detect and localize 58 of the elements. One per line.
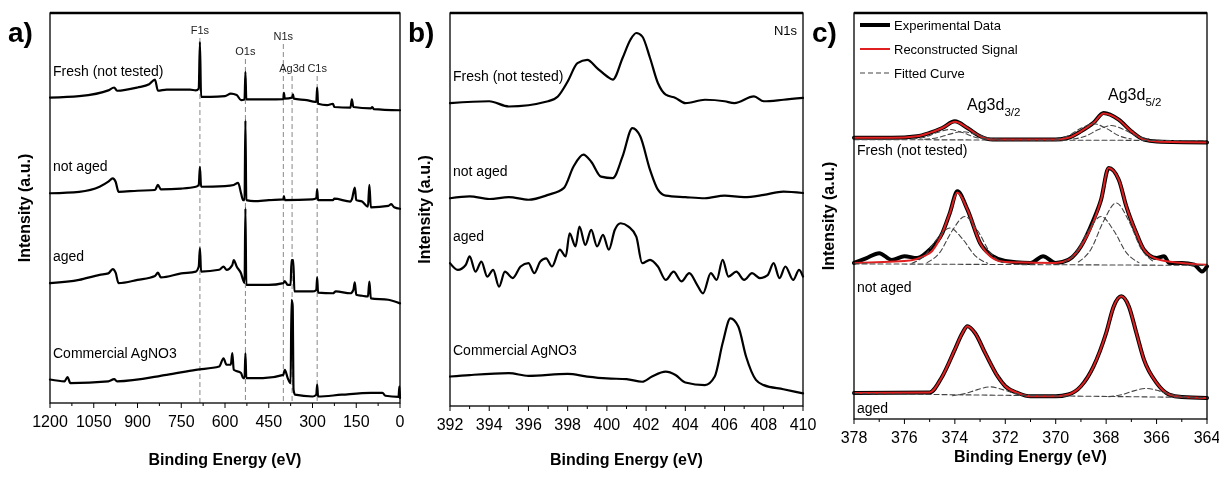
x-tick-label: 394	[475, 416, 503, 433]
series-label: not aged	[453, 163, 508, 180]
x-tick-label: 410	[789, 416, 817, 433]
x-tick-label: 150	[342, 413, 370, 430]
x-tick-label: 0	[395, 413, 405, 430]
x-tick-label: 600	[211, 413, 239, 430]
x-tick-label: 364	[1193, 429, 1219, 446]
series-label: aged	[453, 228, 485, 245]
annotation: not aged	[857, 279, 912, 295]
x-tick-label: 378	[840, 429, 868, 446]
text: Ag3d$_{5/2}$	[1108, 86, 1162, 108]
x-tick-label: 372	[991, 429, 1019, 446]
legend-label: Reconstructed Signal	[894, 42, 1018, 57]
x-tick-label: 376	[891, 429, 918, 446]
x-tick-label: 374	[941, 429, 969, 446]
x-tick-label: 406	[711, 416, 738, 433]
x-tick-label: 300	[299, 413, 326, 430]
x-tick-label: 1050	[75, 413, 112, 430]
y-axis-title: Intensity (a.u.)	[16, 153, 33, 263]
series-label: Commercial AgNO3	[53, 344, 177, 361]
x-tick-label: 396	[515, 416, 542, 433]
x-tick-label: 392	[436, 416, 464, 433]
ref-line-label: O1s	[235, 45, 256, 57]
ref-line-label: Ag3d	[279, 62, 305, 74]
annotation: aged	[857, 400, 889, 416]
x-axis-title: Binding Energy (eV)	[954, 448, 1107, 465]
x-tick-label: 750	[167, 413, 195, 430]
ref-line-label: F1s	[190, 24, 210, 36]
x-tick-label: 370	[1042, 429, 1070, 446]
annotation: Fresh (not tested)	[857, 142, 968, 158]
series-label: Fresh (not tested)	[53, 62, 164, 79]
x-tick-label: 368	[1092, 429, 1120, 446]
x-tick-label: 450	[255, 413, 283, 430]
ref-line-label: C1s	[307, 62, 328, 74]
x-tick-label: 900	[124, 413, 151, 430]
x-axis-title: Binding Energy (eV)	[550, 451, 703, 468]
x-tick-label: 400	[593, 416, 621, 433]
series-label: not aged	[53, 158, 108, 175]
ref-line-label: N1s	[273, 30, 294, 42]
annotation: N1s	[773, 23, 798, 38]
x-tick-label: 1200	[32, 413, 68, 430]
series-label: Fresh (not tested)	[453, 68, 564, 85]
legend-label: Experimental Data	[894, 18, 1002, 33]
x-tick-label: 402	[632, 416, 660, 433]
series-label: Commercial AgNO3	[453, 341, 577, 358]
x-tick-label: 404	[671, 416, 699, 433]
y-axis-title: Intensity (a.u.)	[416, 155, 433, 264]
chart-title: b)	[408, 17, 435, 48]
x-axis-title: Binding Energy (eV)	[148, 451, 302, 468]
chart-title: a)	[8, 17, 33, 48]
annotation: Ag3d$_{3/2}$	[967, 96, 1021, 118]
x-tick-label: 398	[554, 416, 582, 433]
y-axis-title: Intensity (a.u.)	[820, 161, 837, 271]
x-tick-label: 408	[750, 416, 778, 433]
series-label: aged	[53, 248, 85, 265]
legend-label: Fitted Curve	[894, 66, 965, 81]
chart-title: c)	[812, 17, 837, 48]
x-tick-label: 366	[1143, 429, 1171, 446]
